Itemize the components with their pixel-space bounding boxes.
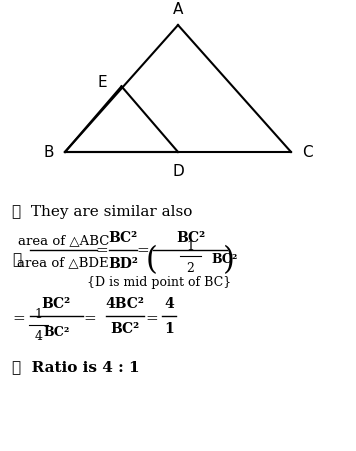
Text: BC²: BC²	[211, 252, 238, 265]
Text: BC²: BC²	[110, 322, 140, 336]
Text: BD²: BD²	[108, 256, 138, 270]
Text: BC²: BC²	[42, 296, 71, 310]
Text: BC²: BC²	[109, 230, 138, 244]
Text: A: A	[173, 2, 183, 17]
Text: 4: 4	[35, 330, 42, 342]
Text: =: =	[136, 244, 149, 258]
Text: ∴  Ratio is 4 : 1: ∴ Ratio is 4 : 1	[12, 359, 140, 373]
Text: 1: 1	[164, 322, 174, 336]
Text: 4: 4	[164, 296, 174, 310]
Text: 1: 1	[35, 308, 42, 321]
Text: area of △BDE: area of △BDE	[17, 256, 109, 269]
Text: 2: 2	[187, 262, 194, 275]
Text: {D is mid point of BC}: {D is mid point of BC}	[87, 275, 231, 288]
Text: 1: 1	[186, 239, 194, 252]
Text: C: C	[302, 145, 312, 160]
Text: =: =	[12, 312, 25, 326]
Text: =: =	[83, 312, 96, 326]
Text: D: D	[172, 164, 184, 179]
Text: ): )	[223, 244, 235, 275]
Text: B: B	[44, 145, 54, 160]
Text: (: (	[146, 244, 157, 275]
Text: area of △ABC: area of △ABC	[17, 234, 109, 247]
Text: =: =	[145, 312, 158, 326]
Text: =: =	[96, 244, 109, 258]
Text: 4BC²: 4BC²	[106, 296, 145, 310]
Text: ∴  They are similar also: ∴ They are similar also	[12, 205, 192, 219]
Text: E: E	[98, 75, 108, 90]
Text: BC²: BC²	[43, 325, 69, 338]
Text: ∴: ∴	[12, 253, 21, 267]
Text: BC²: BC²	[176, 230, 205, 244]
